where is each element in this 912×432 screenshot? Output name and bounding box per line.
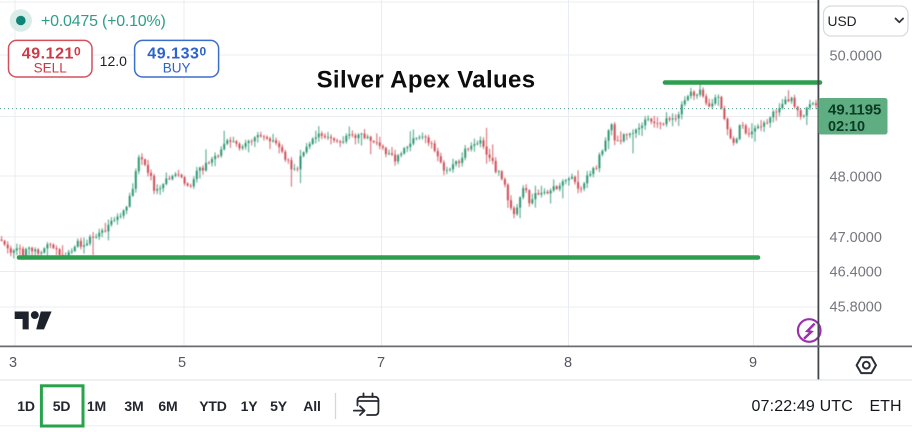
- svg-text:USD: USD: [828, 14, 857, 29]
- svg-text:8: 8: [564, 355, 572, 371]
- svg-text:Silver Apex Values: Silver Apex Values: [317, 67, 536, 94]
- svg-text:02:10: 02:10: [828, 119, 865, 135]
- svg-text:49.1210: 49.1210: [22, 45, 81, 63]
- svg-text:50.0000: 50.0000: [830, 49, 882, 65]
- svg-text:YTD: YTD: [199, 398, 227, 414]
- svg-text:+0.0475 (+0.10%): +0.0475 (+0.10%): [41, 13, 166, 30]
- svg-text:1D: 1D: [17, 398, 35, 414]
- svg-text:3M: 3M: [124, 398, 143, 414]
- svg-text:12.0: 12.0: [100, 53, 127, 69]
- svg-text:5Y: 5Y: [270, 398, 288, 414]
- svg-text:All: All: [303, 398, 320, 414]
- svg-text:SELL: SELL: [34, 61, 68, 76]
- svg-text:5D: 5D: [53, 398, 71, 414]
- svg-text:1Y: 1Y: [241, 398, 259, 414]
- svg-text:07:22:49 UTC: 07:22:49 UTC: [752, 398, 853, 415]
- svg-text:46.4000: 46.4000: [830, 265, 882, 281]
- svg-text:47.0000: 47.0000: [830, 230, 882, 246]
- svg-text:BUY: BUY: [163, 61, 191, 76]
- svg-text:9: 9: [749, 355, 757, 371]
- svg-text:5: 5: [178, 355, 186, 371]
- svg-text:1M: 1M: [87, 398, 106, 414]
- svg-text:7: 7: [377, 355, 385, 371]
- svg-text:45.8000: 45.8000: [830, 300, 882, 316]
- svg-text:48.0000: 48.0000: [830, 169, 882, 185]
- svg-text:3: 3: [9, 355, 17, 371]
- svg-text:49.1330: 49.1330: [147, 45, 206, 63]
- svg-text:49.1195: 49.1195: [828, 102, 881, 119]
- svg-text:6M: 6M: [158, 398, 177, 414]
- svg-text:ETH: ETH: [870, 398, 902, 415]
